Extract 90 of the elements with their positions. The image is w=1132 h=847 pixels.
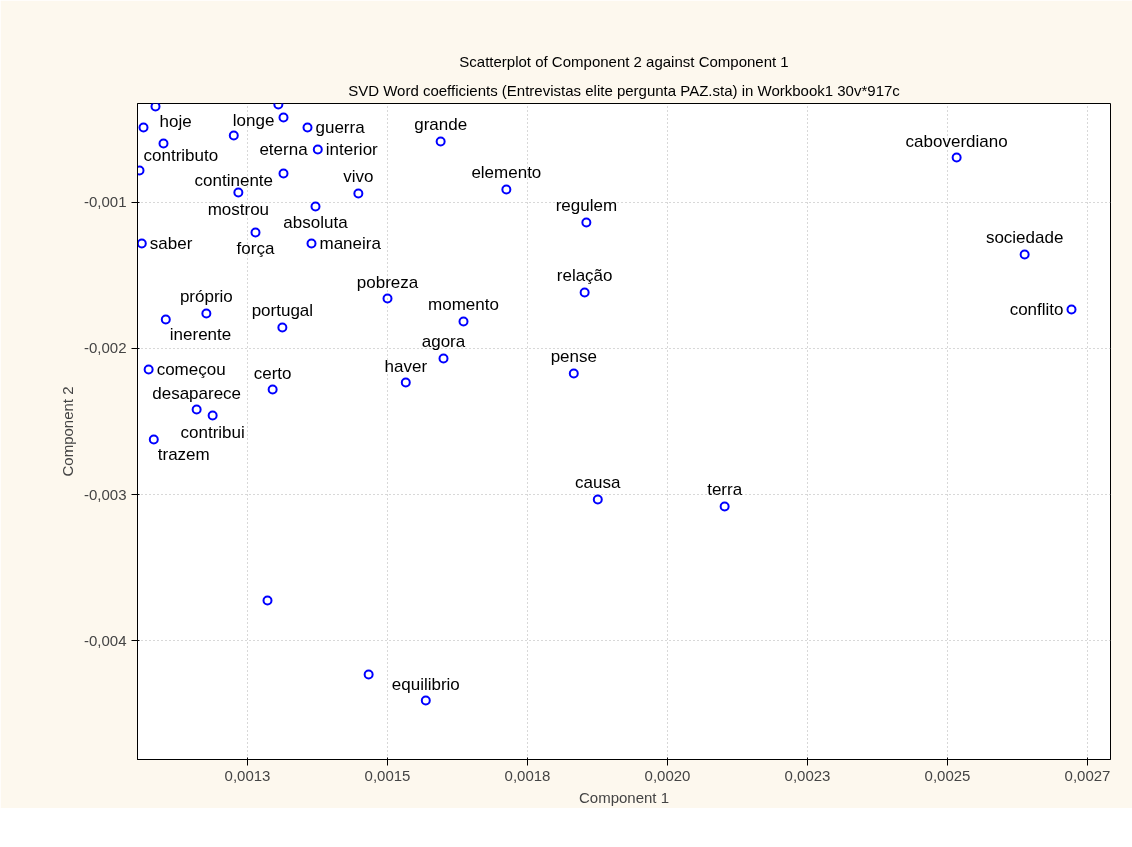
point <box>160 314 171 325</box>
point <box>250 227 261 238</box>
y-axis-title: Component 2 <box>58 386 76 477</box>
annotation: absoluta <box>283 213 349 233</box>
point <box>150 103 161 112</box>
annotation: haver <box>384 356 428 376</box>
annotation: vivo <box>343 167 374 187</box>
point <box>158 138 169 149</box>
point <box>581 217 592 228</box>
point <box>277 322 288 333</box>
point <box>501 184 512 195</box>
point <box>148 434 159 445</box>
x-tick-label: 0,0025 <box>924 766 971 784</box>
annotation: portugal <box>251 301 314 321</box>
annotation: regulem <box>555 196 618 216</box>
annotation: força <box>236 239 275 259</box>
point <box>568 368 579 379</box>
annotation: sociedade <box>985 228 1064 248</box>
annotation: começou <box>156 360 226 380</box>
point <box>719 501 730 512</box>
annotation: caboverdiano <box>905 131 1008 151</box>
point <box>438 353 449 364</box>
annotation: contributo <box>143 145 219 165</box>
point <box>233 187 244 198</box>
x-tick-label: 0,0013 <box>224 766 271 784</box>
x-axis-title: Component 1 <box>578 788 670 806</box>
point <box>228 130 239 141</box>
annotation: equilibrio <box>391 674 460 694</box>
point <box>1066 304 1077 315</box>
annotation: hoje <box>159 112 192 132</box>
annotation: próprio <box>179 287 233 307</box>
point <box>267 384 278 395</box>
x-tick-label: 0,0015 <box>364 766 411 784</box>
point <box>278 168 289 179</box>
point <box>262 595 273 606</box>
x-tick-label: 0,0023 <box>784 766 831 784</box>
annotation: pense <box>550 347 597 367</box>
point <box>191 404 202 415</box>
annotation: saber <box>149 234 193 254</box>
annotation: relação <box>556 266 613 286</box>
annotation: causa <box>575 473 622 493</box>
y-tick-label: -0,004 <box>83 631 127 649</box>
point <box>420 695 431 706</box>
annotation: pobreza <box>356 272 419 292</box>
annotation: maneira <box>319 234 382 254</box>
point <box>382 293 393 304</box>
annotation: elemento <box>471 163 542 183</box>
point <box>579 287 590 298</box>
chart-title: Scatterplot of Component 2 against Component 1 <box>459 52 789 70</box>
x-tick-label: 0,0018 <box>504 766 551 784</box>
annotation: contribui <box>180 422 245 442</box>
y-tick-label: -0,002 <box>83 339 127 357</box>
point <box>951 152 962 163</box>
annotation: longe <box>232 110 275 130</box>
chart-subtitle: SVD Word coefficients (Entrevistas elite pergunta PAZ.sta) in Workbook1 30v*917c <box>348 81 901 99</box>
y-tick-label: -0,001 <box>83 193 127 211</box>
point <box>310 201 321 212</box>
annotation: continente <box>194 171 274 191</box>
annotation: eterna <box>259 139 309 159</box>
point <box>302 122 313 133</box>
point <box>1019 249 1030 260</box>
point <box>143 364 154 375</box>
annotation: desaparece <box>152 383 242 403</box>
annotation: interior <box>325 139 379 159</box>
annotation: grande <box>414 115 468 135</box>
annotation: momento <box>428 295 499 315</box>
annotation: terra <box>707 480 743 500</box>
point <box>306 238 317 249</box>
point <box>137 238 147 249</box>
annotation: trazem <box>157 445 210 465</box>
point <box>400 377 411 388</box>
point <box>458 316 469 327</box>
x-tick-label: 0,0020 <box>644 766 691 784</box>
point <box>278 112 289 123</box>
y-tick-label: -0,003 <box>83 485 127 503</box>
point <box>207 410 218 421</box>
annotation: conflito <box>1009 300 1064 320</box>
point <box>138 122 149 133</box>
annotation: guerra <box>315 117 366 137</box>
annotation: agora <box>421 332 466 352</box>
annotation: mostrou <box>207 199 270 219</box>
x-tick-label: 0,0027 <box>1064 766 1111 784</box>
annotation: certo <box>253 363 292 383</box>
point <box>435 136 446 147</box>
point <box>592 494 603 505</box>
point <box>363 669 374 680</box>
annotation: inerente <box>169 325 232 345</box>
point <box>312 144 323 155</box>
point <box>201 308 212 319</box>
point <box>353 188 364 199</box>
